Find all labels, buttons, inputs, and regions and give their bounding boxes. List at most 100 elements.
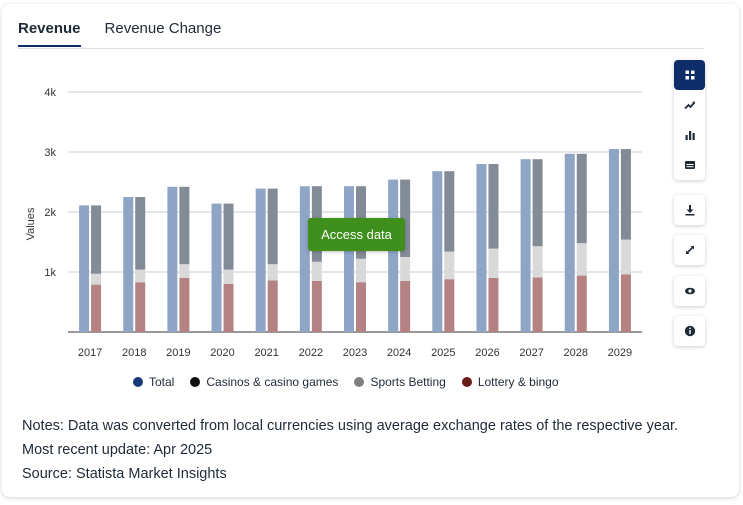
download-toolbar bbox=[674, 195, 705, 225]
bar-casinos-2029 bbox=[620, 239, 631, 275]
y-tick-label: 2k bbox=[44, 207, 56, 219]
bar-total-2021 bbox=[255, 188, 266, 332]
bar-lottery-2027 bbox=[532, 277, 543, 332]
notes-line: Notes: Data was converted from local cur… bbox=[22, 418, 679, 434]
expand-toolbar bbox=[674, 235, 705, 265]
y-tick-label: 4k bbox=[44, 87, 56, 99]
x-tick-label: 2024 bbox=[387, 347, 411, 359]
legend-label: Lottery & bingo bbox=[477, 375, 559, 389]
x-tick-label: 2025 bbox=[431, 347, 455, 359]
bar-lottery-2020 bbox=[223, 284, 234, 332]
x-tick-label: 2017 bbox=[78, 347, 102, 359]
bar-sports-2029 bbox=[620, 149, 631, 240]
legend-label: Casinos & casino games bbox=[206, 375, 339, 389]
download-icon[interactable] bbox=[674, 195, 705, 225]
x-tick-label: 2028 bbox=[564, 347, 588, 359]
bar-sports-2024 bbox=[400, 179, 411, 257]
bar-casinos-2022 bbox=[311, 261, 322, 281]
bar-lottery-2028 bbox=[576, 275, 587, 332]
bar-total-2026 bbox=[476, 164, 487, 332]
bar-casinos-2018 bbox=[135, 269, 146, 283]
table-icon[interactable] bbox=[674, 150, 705, 180]
update-line: Most recent update: Apr 2025 bbox=[22, 442, 213, 458]
bar-total-2027 bbox=[520, 159, 531, 332]
bar-casinos-2026 bbox=[488, 248, 499, 278]
bar-sports-2027 bbox=[532, 159, 543, 247]
legend-dot-icon bbox=[461, 377, 472, 387]
legend-dot-icon bbox=[190, 377, 201, 387]
x-tick-label: 2027 bbox=[519, 347, 543, 359]
legend-label: Sports Betting bbox=[370, 375, 446, 389]
bar-total-2028 bbox=[564, 153, 575, 332]
info-icon[interactable] bbox=[674, 316, 705, 346]
preview-toolbar bbox=[674, 276, 705, 306]
bar-casinos-2020 bbox=[223, 269, 234, 284]
bar-sports-2019 bbox=[179, 186, 190, 265]
bar-total-2018 bbox=[123, 197, 134, 332]
x-tick-label: 2019 bbox=[166, 347, 190, 359]
x-tick-label: 2021 bbox=[254, 347, 278, 359]
x-tick-label: 2026 bbox=[475, 347, 499, 359]
bar-lottery-2025 bbox=[444, 279, 455, 332]
bar-casinos-2021 bbox=[267, 264, 278, 281]
x-tick-label: 2018 bbox=[122, 347, 146, 359]
bar-sports-2020 bbox=[223, 203, 234, 270]
tab-bar: Revenue Revenue Change bbox=[18, 20, 221, 47]
chart-legend: Total Casinos & casino games Sports Bett… bbox=[133, 375, 559, 389]
y-axis-label: Values bbox=[25, 207, 37, 240]
bar-total-2017 bbox=[79, 205, 90, 332]
bar-sports-2021 bbox=[267, 188, 278, 265]
bar-total-2024 bbox=[388, 179, 399, 332]
bar-casinos-2017 bbox=[91, 273, 102, 285]
bar-sports-2028 bbox=[576, 153, 587, 244]
y-tick-label: 1k bbox=[44, 267, 56, 279]
expand-icon[interactable] bbox=[674, 235, 705, 265]
legend-dot-icon bbox=[133, 377, 143, 387]
bar-lottery-2022 bbox=[311, 281, 322, 332]
bar-chart-icon[interactable] bbox=[674, 120, 705, 150]
x-tick-label: 2023 bbox=[343, 347, 367, 359]
bar-total-2023 bbox=[344, 186, 354, 332]
bar-sports-2026 bbox=[488, 164, 499, 249]
legend-label: Total bbox=[149, 375, 175, 389]
bar-casinos-2028 bbox=[576, 243, 587, 276]
bar-casinos-2023 bbox=[356, 258, 366, 283]
bar-lottery-2026 bbox=[488, 278, 499, 332]
info-toolbar bbox=[674, 316, 705, 346]
bar-sports-2025 bbox=[444, 171, 455, 252]
trend-icon[interactable] bbox=[674, 90, 705, 120]
bar-total-2019 bbox=[167, 186, 178, 332]
bar-total-2022 bbox=[299, 186, 310, 332]
bar-lottery-2018 bbox=[135, 282, 146, 332]
tab-revenue-change[interactable]: Revenue Change bbox=[104, 20, 222, 37]
bar-lottery-2019 bbox=[179, 278, 190, 332]
x-tick-label: 2020 bbox=[210, 347, 234, 359]
y-tick-label: 3k bbox=[44, 147, 56, 159]
legend-item-sports-betting[interactable]: Sports Betting bbox=[354, 375, 446, 389]
bar-sports-2017 bbox=[91, 205, 102, 274]
bar-casinos-2025 bbox=[444, 251, 455, 280]
bar-total-2025 bbox=[432, 171, 443, 332]
grid-icon[interactable] bbox=[674, 60, 705, 90]
bar-total-2029 bbox=[608, 149, 619, 332]
chart-type-toolbar bbox=[674, 60, 705, 180]
legend-item-casinos[interactable]: Casinos & casino games bbox=[190, 375, 338, 389]
bar-lottery-2021 bbox=[267, 280, 278, 332]
chart-notes: Notes: Data was converted from local cur… bbox=[22, 414, 678, 486]
x-tick-label: 2022 bbox=[299, 347, 323, 359]
bar-sports-2018 bbox=[135, 197, 146, 270]
source-line: Source: Statista Market Insights bbox=[22, 466, 227, 482]
legend-dot-icon bbox=[354, 377, 365, 387]
bar-total-2020 bbox=[211, 203, 222, 332]
access-data-button[interactable]: Access data bbox=[308, 218, 405, 251]
bar-casinos-2024 bbox=[400, 257, 411, 281]
bar-lottery-2024 bbox=[400, 281, 411, 332]
bar-casinos-2019 bbox=[179, 264, 190, 278]
legend-item-total[interactable]: Total bbox=[133, 375, 174, 389]
bar-lottery-2017 bbox=[91, 284, 102, 332]
legend-item-lottery[interactable]: Lottery & bingo bbox=[461, 375, 559, 389]
bar-chart: 1k 2k 3k 4k Values 2017 2018 2019 2020 2021 2022 20… bbox=[25, 87, 642, 359]
tab-revenue[interactable]: Revenue bbox=[18, 20, 81, 47]
eye-icon[interactable] bbox=[674, 276, 705, 306]
tab-divider bbox=[18, 48, 704, 49]
